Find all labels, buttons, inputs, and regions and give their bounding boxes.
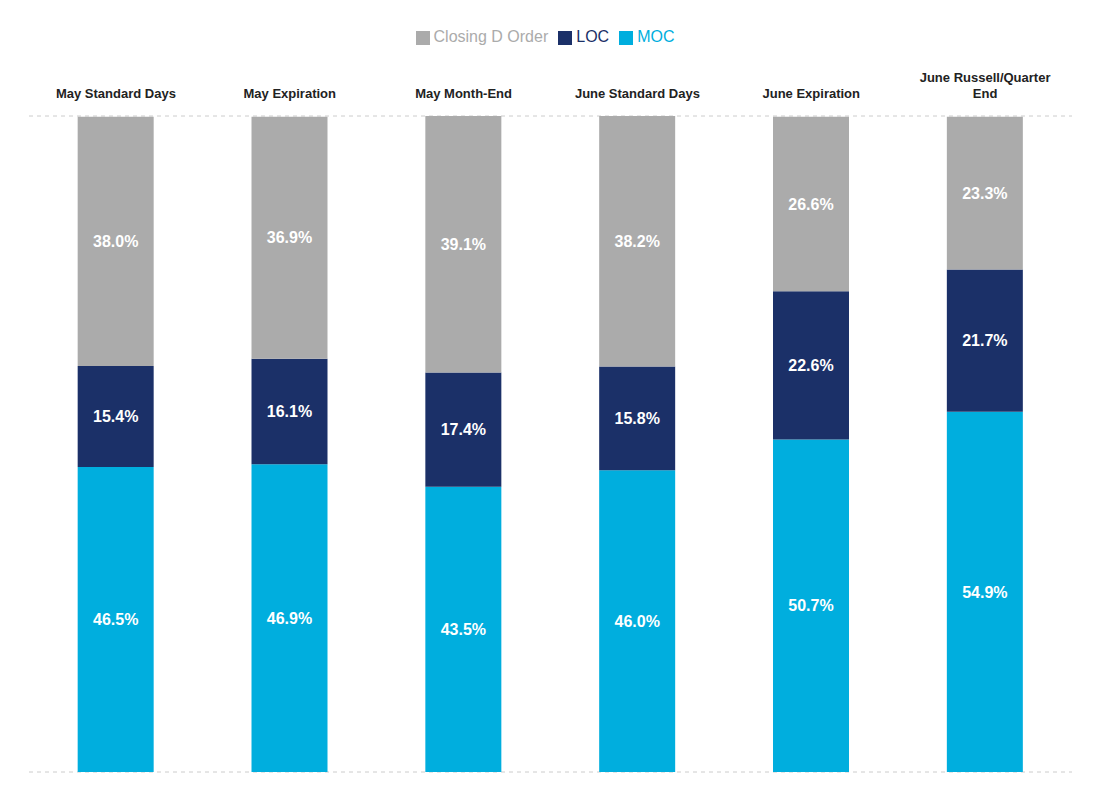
- svg-text:15.8%: 15.8%: [614, 410, 659, 427]
- svg-text:54.9%: 54.9%: [962, 584, 1007, 601]
- svg-text:43.5%: 43.5%: [441, 621, 486, 638]
- html-text:MOC: MOC: [637, 28, 675, 45]
- svg-text:46.5%: 46.5%: [93, 611, 138, 628]
- svg-text:46.9%: 46.9%: [267, 610, 312, 627]
- html-text:LOC: LOC: [576, 28, 610, 45]
- svg-text:15.4%: 15.4%: [93, 408, 138, 425]
- svg-text:May Expiration: May Expiration: [244, 86, 337, 101]
- svg-text:June Russell/QuarterEnd: June Russell/QuarterEnd: [920, 70, 1051, 101]
- svg-text:May Standard Days: May Standard Days: [56, 86, 176, 101]
- svg-text:39.1%: 39.1%: [441, 236, 486, 253]
- svg-text:36.9%: 36.9%: [267, 229, 312, 246]
- svg-text:26.6%: 26.6%: [788, 196, 833, 213]
- svg-text:21.7%: 21.7%: [962, 332, 1007, 349]
- svg-text:50.7%: 50.7%: [788, 597, 833, 614]
- svg-text:46.0%: 46.0%: [614, 613, 659, 630]
- svg-text:22.6%: 22.6%: [788, 357, 833, 374]
- svg-text:May Month-End: May Month-End: [415, 86, 512, 101]
- svg-text:23.3%: 23.3%: [962, 185, 1007, 202]
- svg-text:38.2%: 38.2%: [614, 233, 659, 250]
- svg-text:June Expiration: June Expiration: [762, 86, 860, 101]
- svg-text:38.0%: 38.0%: [93, 233, 138, 250]
- svg-text:17.4%: 17.4%: [441, 421, 486, 438]
- svg-text:June Standard Days: June Standard Days: [575, 86, 700, 101]
- svg-text:16.1%: 16.1%: [267, 403, 312, 420]
- html-text:Closing D Order: Closing D Order: [433, 28, 549, 45]
